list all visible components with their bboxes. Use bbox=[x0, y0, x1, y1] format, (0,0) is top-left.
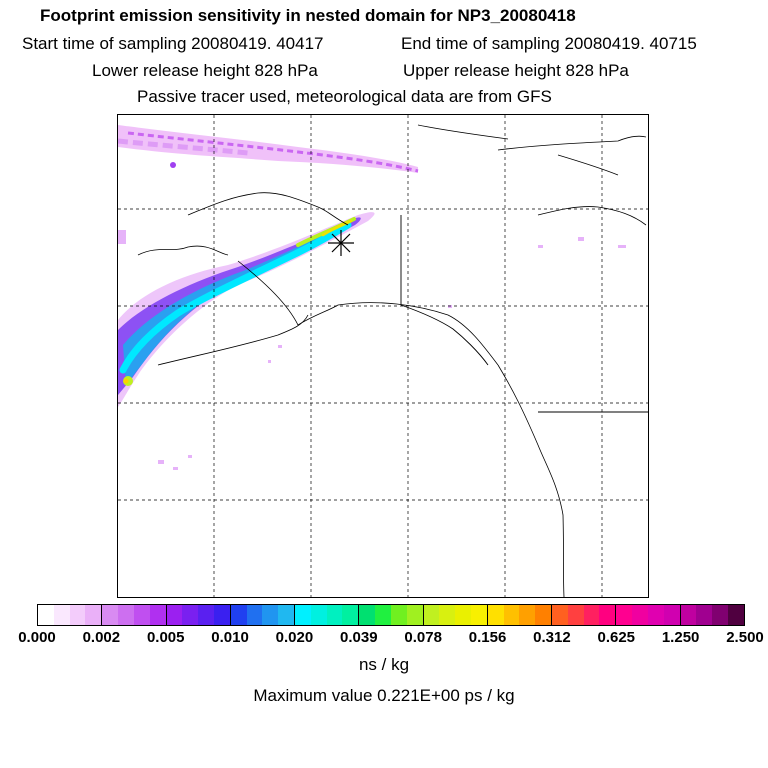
colorbar-segment bbox=[519, 605, 536, 625]
colorbar-segment bbox=[615, 605, 633, 625]
colorbar-tick-label: 0.078 bbox=[404, 629, 442, 646]
footprint-map bbox=[117, 114, 649, 598]
colorbar-segment bbox=[486, 605, 504, 625]
colorbar bbox=[37, 604, 745, 626]
colorbar-segment bbox=[455, 605, 471, 625]
end-time-label: End time of sampling 20080419. 40715 bbox=[401, 34, 697, 53]
colorbar-segment bbox=[406, 605, 423, 625]
colorbar-segment bbox=[149, 605, 166, 625]
colorbar-tick-label: 0.039 bbox=[340, 629, 378, 646]
colorbar-tick-label: 0.312 bbox=[533, 629, 571, 646]
colorbar-segment bbox=[294, 605, 311, 625]
tracer-info-label: Passive tracer used, meteorological data… bbox=[137, 87, 552, 106]
colorbar-segment bbox=[326, 605, 343, 625]
colorbar-tick-label: 2.500 bbox=[726, 629, 764, 646]
colorbar-segment bbox=[439, 605, 456, 625]
colorbar-tick-label: 0.156 bbox=[468, 629, 507, 646]
colorbar-units: ns / kg bbox=[358, 655, 410, 674]
colorbar-segment bbox=[663, 605, 680, 625]
colorbar-segment bbox=[358, 605, 376, 625]
colorbar-segment bbox=[551, 605, 568, 625]
colorbar-segment bbox=[583, 605, 600, 625]
colorbar-segment bbox=[198, 605, 214, 625]
colorbar-segment bbox=[712, 605, 728, 625]
colorbar-segment bbox=[342, 605, 359, 625]
colorbar-tick-label: 0.020 bbox=[275, 629, 314, 646]
colorbar-segment bbox=[53, 605, 70, 625]
colorbar-tick-label: 1.250 bbox=[661, 629, 700, 646]
colorbar-segment bbox=[165, 605, 183, 625]
colorbar-segment bbox=[229, 605, 247, 625]
colorbar-segment bbox=[390, 605, 407, 625]
political-borders bbox=[400, 215, 648, 413]
colorbar-segment bbox=[727, 605, 744, 625]
colorbar-tick-label: 0.005 bbox=[146, 629, 185, 646]
colorbar-segment bbox=[101, 605, 119, 625]
maximum-value-label: Maximum value 0.221E+00 ps / kg bbox=[253, 686, 515, 705]
colorbar-tick-label: 0.002 bbox=[82, 629, 121, 646]
scattered-sensitivity-specks bbox=[118, 230, 626, 470]
colorbar-tick-label: 0.625 bbox=[597, 629, 636, 646]
colorbar-segment bbox=[679, 605, 697, 625]
release-location-star bbox=[328, 230, 354, 256]
colorbar-segment bbox=[535, 605, 551, 625]
colorbar-segment bbox=[133, 605, 150, 625]
map-canvas bbox=[118, 115, 648, 597]
colorbar-segment bbox=[567, 605, 584, 625]
colorbar-segment bbox=[118, 605, 134, 625]
lat-lon-grid bbox=[118, 115, 648, 597]
colorbar-tick-label: 0.010 bbox=[211, 629, 249, 646]
colorbar-segment bbox=[422, 605, 440, 625]
lower-release-height-label: Lower release height 828 hPa bbox=[92, 61, 318, 80]
colorbar-segment bbox=[262, 605, 279, 625]
colorbar-segment bbox=[278, 605, 294, 625]
colorbar-segment bbox=[246, 605, 263, 625]
colorbar-segment bbox=[69, 605, 86, 625]
start-time-label: Start time of sampling 20080419. 40417 bbox=[22, 34, 324, 53]
colorbar-segment bbox=[182, 605, 199, 625]
colorbar-segment bbox=[647, 605, 664, 625]
colorbar-segment bbox=[38, 605, 54, 625]
upper-release-height-label: Upper release height 828 hPa bbox=[403, 61, 629, 80]
main-plume bbox=[118, 212, 375, 407]
colorbar-segment bbox=[85, 605, 102, 625]
figure-title: Footprint emission sensitivity in nested… bbox=[40, 6, 576, 25]
colorbar-segment bbox=[599, 605, 616, 625]
colorbar-segment bbox=[503, 605, 520, 625]
colorbar-segment bbox=[310, 605, 327, 625]
colorbar-tick-label: 0.000 bbox=[18, 629, 56, 646]
upper-plume-band bbox=[118, 125, 419, 173]
coastlines bbox=[137, 124, 647, 597]
colorbar-segment bbox=[213, 605, 230, 625]
colorbar-segment bbox=[696, 605, 713, 625]
colorbar-segment bbox=[632, 605, 648, 625]
colorbar-segment bbox=[375, 605, 391, 625]
colorbar-segment bbox=[470, 605, 487, 625]
